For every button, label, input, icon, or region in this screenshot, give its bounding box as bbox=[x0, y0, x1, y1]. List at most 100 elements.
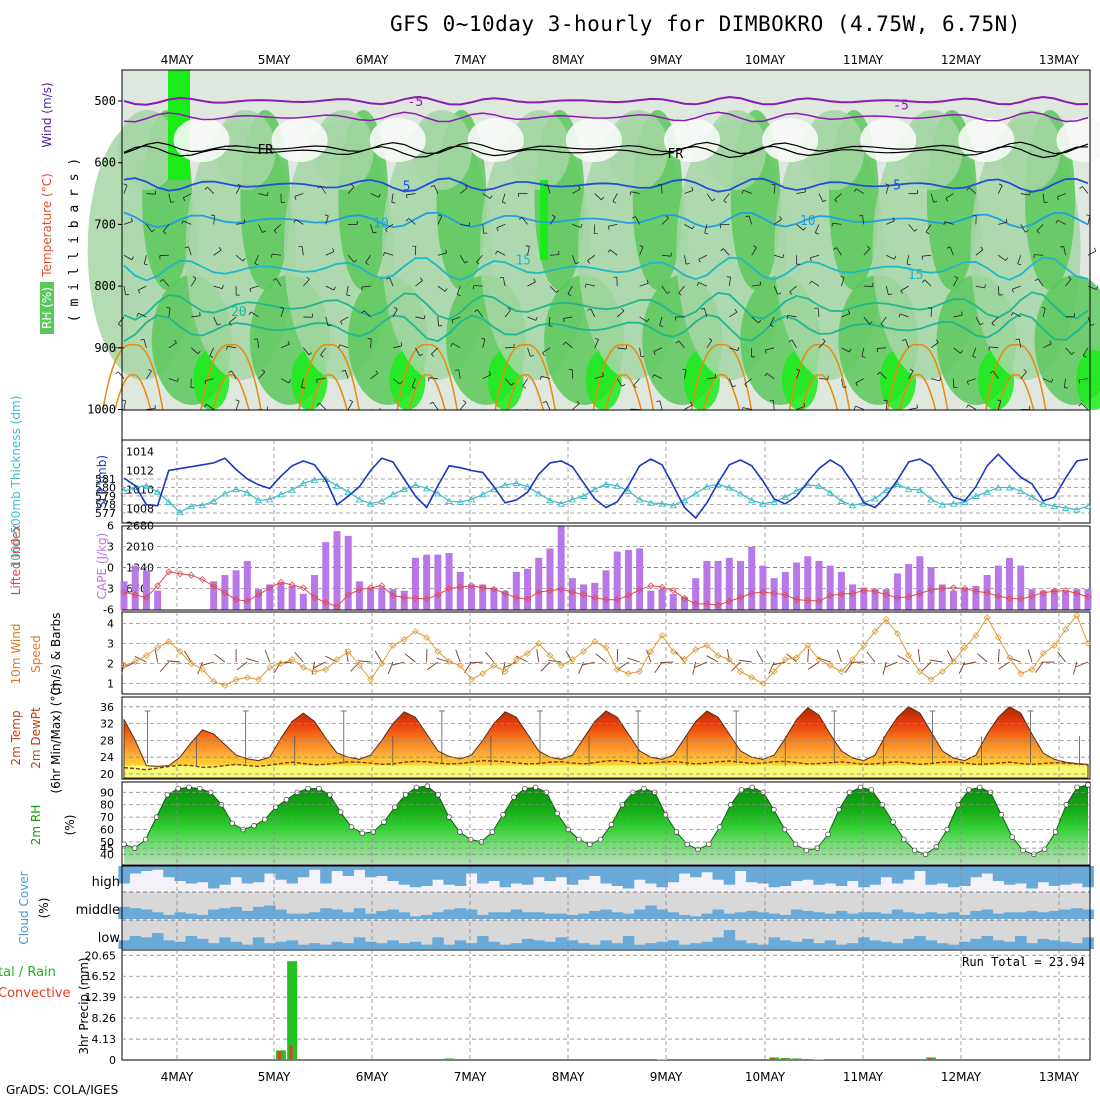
lifted-index-point bbox=[972, 587, 980, 595]
wind-barb bbox=[525, 245, 530, 247]
rh2m-axis-label: 2m RH bbox=[29, 805, 43, 846]
rh-region bbox=[1000, 110, 1061, 190]
cloud-bar-middle bbox=[1037, 912, 1050, 919]
wind10m-barb bbox=[1035, 661, 1044, 673]
thickness-point bbox=[344, 488, 352, 495]
cloud-bar-high bbox=[622, 866, 635, 889]
surface-temperature-contour bbox=[898, 374, 937, 411]
wind10m-line bbox=[123, 614, 1089, 687]
wind-barb bbox=[698, 254, 708, 260]
cape-bar bbox=[232, 570, 240, 610]
pressure-tick: 900 bbox=[94, 341, 116, 355]
wind-barb bbox=[972, 355, 977, 358]
wind10m-point bbox=[703, 642, 711, 649]
cloud-bar-middle bbox=[174, 912, 186, 919]
temp2m-outline bbox=[123, 706, 1089, 779]
thickness-point bbox=[198, 501, 207, 509]
wind10m-point bbox=[221, 682, 229, 689]
cloud-bar-middle bbox=[701, 913, 713, 919]
cloud-bar-low bbox=[252, 937, 265, 949]
cloud-bar-high bbox=[152, 866, 164, 870]
lifted-index-point bbox=[714, 601, 722, 609]
temperature-contour bbox=[123, 145, 1089, 159]
rh-region bbox=[608, 110, 669, 190]
wind-barb bbox=[991, 322, 995, 327]
rh2m-point bbox=[554, 810, 561, 817]
wind-barb bbox=[1041, 306, 1046, 309]
rh-dry-region bbox=[271, 118, 328, 162]
cloud-bar-high bbox=[891, 866, 904, 884]
wind10m-point bbox=[1084, 640, 1092, 647]
date-label-bottom: 5MAY bbox=[258, 1070, 291, 1084]
wind-barb bbox=[616, 378, 623, 387]
thickness-point bbox=[1061, 504, 1070, 511]
cloud-bar-middle bbox=[510, 909, 523, 919]
wind-barb bbox=[810, 254, 820, 259]
cape-bar bbox=[568, 578, 576, 610]
wind-barb bbox=[346, 286, 349, 296]
wind-barb bbox=[400, 342, 403, 347]
rh2m-point bbox=[522, 785, 528, 792]
wind-barb bbox=[1087, 250, 1097, 256]
temp2m-tick: 28 bbox=[100, 734, 114, 747]
pressure-tick: 600 bbox=[94, 156, 116, 170]
cloud-bar-low bbox=[566, 940, 579, 949]
cloud-bar-high bbox=[320, 866, 332, 884]
wind-barb bbox=[123, 286, 126, 296]
thickness-tick: 579 bbox=[95, 490, 116, 503]
wind-barb bbox=[197, 350, 201, 355]
cloud-bar-middle bbox=[600, 909, 612, 919]
surface-temperature-contour bbox=[604, 374, 643, 411]
wind-barb bbox=[690, 401, 693, 406]
thickness-point bbox=[837, 497, 846, 505]
thickness-point bbox=[1028, 493, 1036, 500]
cloud-bar-low bbox=[521, 938, 534, 949]
cloud-bar-middle bbox=[398, 912, 411, 919]
cloud-bar-middle bbox=[734, 912, 747, 919]
wind-barb bbox=[370, 193, 379, 198]
temp2m-tick: 32 bbox=[100, 718, 114, 731]
wind-barb bbox=[616, 310, 625, 318]
wind-barb bbox=[945, 198, 949, 202]
wind-barb bbox=[862, 215, 865, 225]
rh2m-point bbox=[825, 831, 831, 838]
wind-barb bbox=[1020, 224, 1026, 233]
wind-barb bbox=[430, 184, 435, 188]
wind-barb bbox=[1012, 285, 1021, 290]
cloud-bar-high bbox=[465, 866, 478, 874]
precip-total-bar bbox=[432, 1058, 443, 1060]
thickness-point bbox=[680, 496, 689, 504]
thickness-point bbox=[994, 484, 1003, 491]
precip-convective-bar bbox=[815, 1059, 820, 1060]
wind-barb bbox=[159, 279, 164, 283]
cloud-bar-middle bbox=[589, 910, 601, 919]
lifted-index-point bbox=[983, 589, 991, 597]
wind-barb bbox=[378, 193, 381, 198]
cloud-bar-low bbox=[533, 940, 545, 949]
wind10m-point bbox=[938, 668, 946, 675]
wind-barb bbox=[594, 337, 599, 340]
cape-bar bbox=[154, 590, 162, 610]
thickness-point bbox=[759, 500, 767, 507]
wind-barb bbox=[254, 263, 259, 266]
cape-bar bbox=[445, 553, 453, 610]
wind-barb bbox=[344, 370, 349, 379]
wind10m-barb bbox=[997, 649, 1000, 663]
wind-barb bbox=[385, 224, 394, 230]
thickness-slp-frame bbox=[121, 439, 1091, 524]
wind-barb bbox=[1068, 276, 1072, 280]
wind-barb bbox=[333, 286, 336, 291]
wind10m-point bbox=[647, 648, 655, 655]
rh2m-point bbox=[467, 836, 474, 843]
wind-barb bbox=[415, 347, 421, 356]
rh-dry-region bbox=[664, 118, 721, 162]
wind-barb bbox=[855, 405, 864, 410]
wind-barb bbox=[933, 200, 938, 203]
rh2m-point bbox=[283, 797, 290, 803]
wind10m-barb bbox=[201, 661, 214, 667]
cape-bar bbox=[703, 560, 711, 610]
wind-barb bbox=[406, 193, 416, 196]
cape-bar bbox=[333, 531, 341, 610]
wind-barb bbox=[495, 250, 498, 255]
wind10m-point bbox=[580, 648, 587, 655]
